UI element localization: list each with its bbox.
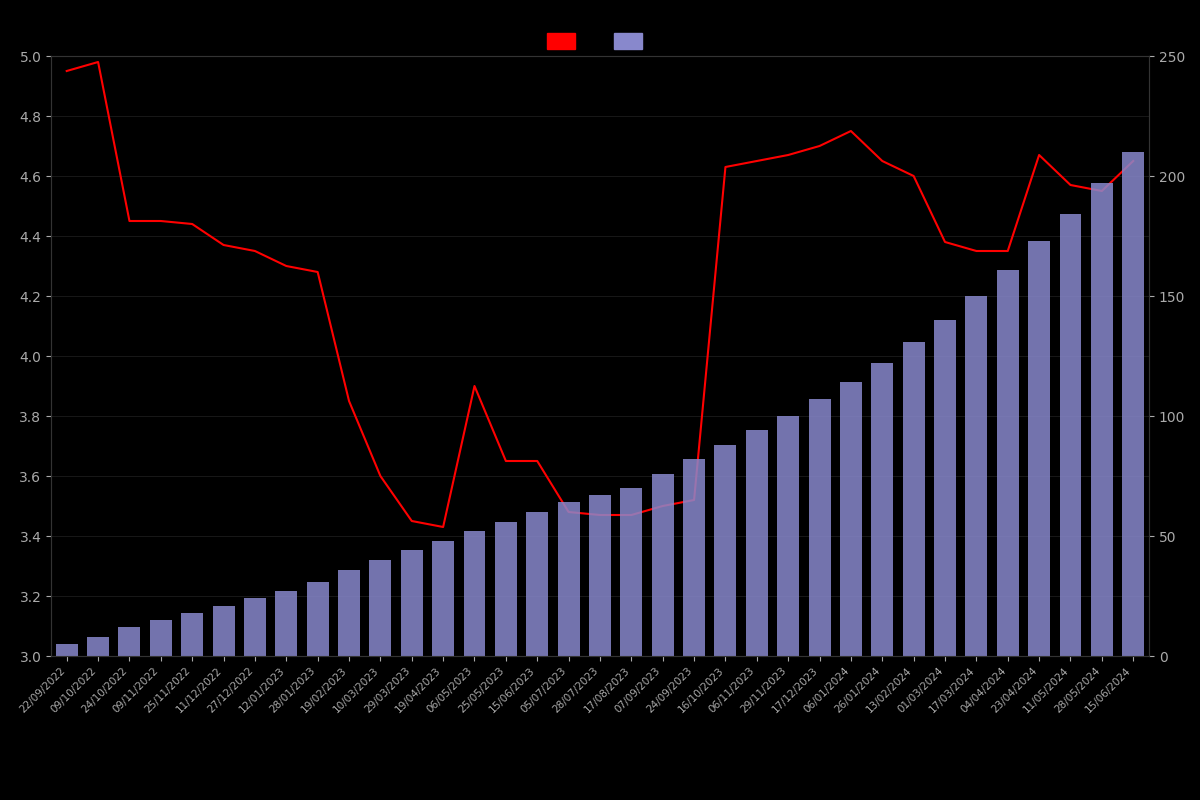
- Bar: [997, 270, 1019, 656]
- Bar: [494, 522, 517, 656]
- Bar: [370, 560, 391, 656]
- Bar: [620, 488, 642, 656]
- Bar: [307, 582, 329, 656]
- Bar: [746, 430, 768, 656]
- Bar: [589, 495, 611, 656]
- Bar: [934, 320, 956, 656]
- Bar: [150, 620, 172, 656]
- Bar: [432, 541, 454, 656]
- Bar: [840, 382, 862, 656]
- Bar: [871, 363, 893, 656]
- Bar: [401, 550, 422, 656]
- Bar: [558, 502, 580, 656]
- Bar: [463, 531, 486, 656]
- Bar: [88, 637, 109, 656]
- Bar: [527, 512, 548, 656]
- Bar: [714, 445, 737, 656]
- Bar: [902, 342, 925, 656]
- Bar: [1028, 241, 1050, 656]
- Bar: [1091, 183, 1112, 656]
- Bar: [338, 570, 360, 656]
- Bar: [244, 598, 266, 656]
- Bar: [119, 627, 140, 656]
- Bar: [55, 644, 78, 656]
- Bar: [1122, 152, 1144, 656]
- Bar: [1060, 214, 1081, 656]
- Bar: [212, 606, 234, 656]
- Bar: [652, 474, 673, 656]
- Bar: [966, 296, 988, 656]
- Bar: [683, 459, 706, 656]
- Bar: [809, 399, 830, 656]
- Bar: [181, 613, 203, 656]
- Bar: [275, 591, 298, 656]
- Bar: [778, 416, 799, 656]
- Legend: , : ,: [541, 27, 659, 55]
